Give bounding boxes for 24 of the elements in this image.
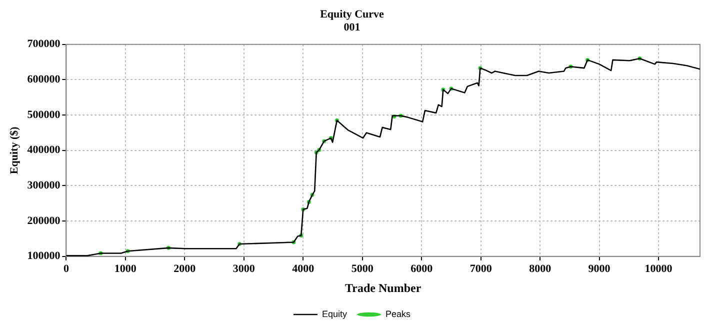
- x-tick-label: 1000: [114, 262, 137, 275]
- x-axis-title: Trade Number: [345, 280, 422, 295]
- x-tick-label: 4000: [292, 262, 315, 275]
- x-tick-label: 6000: [410, 262, 434, 275]
- y-tick-label: 400000: [27, 144, 61, 156]
- x-tick-label: 8000: [529, 262, 552, 275]
- y-tick-label: 500000: [27, 108, 61, 121]
- y-tick-label: 100000: [27, 250, 61, 262]
- y-axis-title: Equity ($): [8, 126, 20, 174]
- y-tick-label: 300000: [27, 180, 61, 192]
- chart-subtitle: 001: [344, 22, 360, 34]
- chart-title: Equity Curve: [320, 8, 384, 20]
- x-tick-label: 2000: [174, 262, 196, 275]
- x-tick-label: 9000: [588, 262, 611, 275]
- x-tick-label: 7000: [470, 262, 492, 275]
- legend-label: Equity: [322, 308, 348, 319]
- x-tick-label: 10000: [644, 262, 673, 275]
- x-tick-label: 5000: [351, 262, 374, 275]
- y-tick-label: 600000: [27, 74, 61, 86]
- x-tick-label: 0: [63, 262, 70, 275]
- y-tick-label: 700000: [27, 38, 61, 50]
- y-tick-label: 200000: [27, 214, 61, 227]
- x-tick-label: 3000: [232, 262, 256, 275]
- legend-label: Peaks: [386, 308, 412, 319]
